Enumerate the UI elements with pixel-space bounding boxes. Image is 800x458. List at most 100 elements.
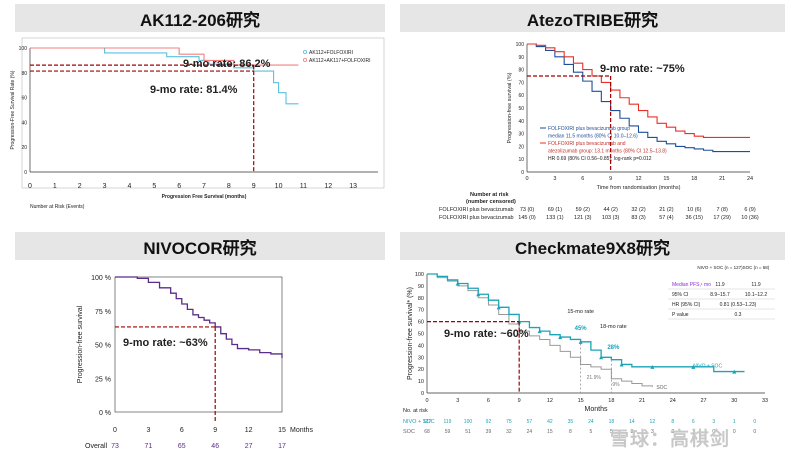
cm9x8-x-label: Months bbox=[585, 406, 608, 413]
cm9x8-stats-value: 10.1–12.2 bbox=[745, 292, 767, 298]
cm9x8-x-tick: 30 bbox=[731, 398, 737, 404]
cm9x8-x-tick: 33 bbox=[762, 398, 768, 404]
cm9x8-risk-value: 3 bbox=[630, 429, 633, 435]
cm9x8-censor-mark bbox=[732, 369, 737, 374]
cm9x8-risk-value: 3 bbox=[712, 419, 715, 425]
cm9x8-soc-18mo: 9% bbox=[612, 382, 620, 388]
nivocor-y-tick: 50 % bbox=[95, 343, 111, 350]
cm9x8-risk-value: 5 bbox=[610, 429, 613, 435]
atezo-annotation: 9-mo rate: ~75% bbox=[600, 63, 685, 75]
cm9x8-risk-value: 59 bbox=[445, 429, 451, 435]
cm9x8-title: Checkmate9X8研究 bbox=[515, 238, 670, 258]
ak112-x-tick: 4 bbox=[127, 183, 131, 190]
cm9x8-stats-value: 8.9–15.7 bbox=[710, 292, 730, 298]
atezo-title: AtezoTRIBE研究 bbox=[526, 10, 659, 30]
ak112-x-tick: 3 bbox=[103, 183, 107, 190]
cm9x8-risk-value: 8 bbox=[569, 429, 572, 435]
nivocor-title: NIVOCOR研究 bbox=[143, 238, 257, 258]
atezo-risk-value: 21 (2) bbox=[659, 207, 674, 213]
cm9x8-stats-value: 0.3 bbox=[735, 312, 742, 318]
cm9x8-risk-value: 0 bbox=[712, 429, 715, 435]
atezo-x-tick: 21 bbox=[719, 176, 725, 182]
nivocor-annotation: 9-mo rate: ~63% bbox=[123, 337, 208, 349]
cm9x8-15mo-label: 15-mo rate bbox=[567, 309, 594, 315]
cm9x8-annotation: 9-mo rate: ~60% bbox=[444, 328, 529, 340]
cm9x8-risk-value: 2 bbox=[671, 429, 674, 435]
cm9x8-y-tick: 60 bbox=[418, 320, 424, 326]
ak112-y-tick: 20 bbox=[21, 145, 27, 151]
atezo-risk-value: 69 (1) bbox=[548, 207, 563, 213]
cm9x8-y-tick: 10 bbox=[418, 379, 424, 385]
cm9x8-censor-mark bbox=[650, 364, 655, 369]
atezo-x-tick: 24 bbox=[747, 176, 753, 182]
cm9x8-y-tick: 80 bbox=[418, 296, 424, 302]
nivocor-x-tick: 6 bbox=[180, 427, 184, 434]
cm9x8-y-tick: 50 bbox=[418, 332, 424, 338]
atezo-legend-line: atezolizumab group: 13.1 months (80% CI … bbox=[548, 149, 667, 155]
cm9x8-risk-value: 24 bbox=[588, 419, 594, 425]
atezo-risk-value: 6 (9) bbox=[744, 207, 755, 213]
ak112-legend-marker bbox=[302, 50, 307, 55]
atezo-risk-value: 73 (0) bbox=[520, 207, 535, 213]
atezo-y-tick: 20 bbox=[518, 144, 524, 150]
cm9x8-x-tick: 21 bbox=[639, 398, 645, 404]
cm9x8-y-label: Progression-free survival* (%) bbox=[407, 287, 414, 380]
cm9x8-x-tick: 24 bbox=[670, 398, 676, 404]
cm9x8-risk-value: 8 bbox=[671, 419, 674, 425]
cm9x8-censor-mark bbox=[599, 355, 604, 360]
cm9x8-risk-value: 68 bbox=[424, 429, 430, 435]
ak112-x-tick: 12 bbox=[324, 183, 332, 190]
cm9x8-risk-value: 42 bbox=[547, 419, 553, 425]
cm9x8-18mo-label: 18-mo rate bbox=[600, 324, 627, 330]
nivocor-x-tick: 12 bbox=[245, 427, 253, 434]
ak112-x-tick: 8 bbox=[227, 183, 231, 190]
atezo-x-tick: 0 bbox=[525, 176, 528, 182]
ak112-y-label: Progression-Free Survival Rate (%) bbox=[10, 70, 16, 149]
atezo-risk-value: 44 (2) bbox=[603, 207, 618, 213]
nivocor-risk-value: 17 bbox=[278, 443, 286, 450]
ak112-y-tick: 100 bbox=[19, 46, 28, 52]
cm9x8-stats-label: Median PFS,¹ mo bbox=[672, 282, 711, 288]
atezo-x-tick: 3 bbox=[553, 176, 556, 182]
atezo-y-tick: 100 bbox=[516, 42, 525, 48]
cm9x8-risk-value: 14 bbox=[629, 419, 635, 425]
atezo-y-tick: 40 bbox=[518, 119, 524, 125]
cm9x8-censor-mark bbox=[691, 364, 696, 369]
atezo-risk-value: 145 (0) bbox=[518, 215, 536, 221]
cm9x8-title-banner: Checkmate9X8研究 bbox=[400, 232, 785, 260]
cm9x8-risk-value: 92 bbox=[486, 419, 492, 425]
cm9x8-censor-mark bbox=[537, 329, 542, 334]
ak112-plot-frame bbox=[21, 37, 385, 189]
atezo-x-label: Time from randomisation (months) bbox=[597, 185, 681, 191]
cm9x8-censor-mark bbox=[619, 362, 624, 367]
atezo-y-tick: 10 bbox=[518, 157, 524, 163]
nivocor-y-tick: 25 % bbox=[95, 376, 111, 383]
atezo-legend-line: FOLFOXIRI plus bevacizumab and bbox=[548, 141, 626, 147]
cm9x8-nivo-label: NIVO + SOC bbox=[693, 364, 722, 370]
atezo-y-tick: 80 bbox=[518, 68, 524, 74]
ak112-title: AK112-206研究 bbox=[139, 10, 260, 30]
cm9x8-risk-value: 3 bbox=[651, 429, 654, 435]
ak112-y-tick: 60 bbox=[21, 96, 27, 102]
atezo-risk-value: 57 (4) bbox=[659, 215, 674, 221]
cm9x8-risk-value: 75 bbox=[506, 419, 512, 425]
atezo-x-tick: 12 bbox=[635, 176, 641, 182]
cm9x8-nivo-line bbox=[427, 273, 745, 373]
ak112-x-tick: 2 bbox=[78, 183, 82, 190]
cm9x8-risk-value: 1 bbox=[692, 429, 695, 435]
cm9x8-risk-value: 0 bbox=[753, 419, 756, 425]
atezo-risk-value: 10 (6) bbox=[687, 207, 702, 213]
atezo-series-line bbox=[527, 43, 750, 153]
ak112-series-line bbox=[30, 47, 299, 105]
nivocor-y-tick: 100 % bbox=[91, 275, 111, 282]
nivocor-x-tick: 15 bbox=[278, 427, 286, 434]
ak112-risk-header: Number at Risk (Events) bbox=[30, 204, 85, 210]
nivocor-plot-frame bbox=[114, 276, 283, 413]
cm9x8-risk-value: 119 bbox=[443, 419, 451, 425]
cm9x8-x-tick: 18 bbox=[608, 398, 614, 404]
cm9x8-stats-value: 11.9 bbox=[715, 282, 725, 288]
atezo-y-tick: 70 bbox=[518, 80, 524, 86]
cm9x8-y-tick: 20 bbox=[418, 367, 424, 373]
cm9x8-risk-row-label: NIVO + SOC bbox=[403, 419, 435, 425]
nivocor-risk-label: Overall bbox=[85, 443, 108, 450]
